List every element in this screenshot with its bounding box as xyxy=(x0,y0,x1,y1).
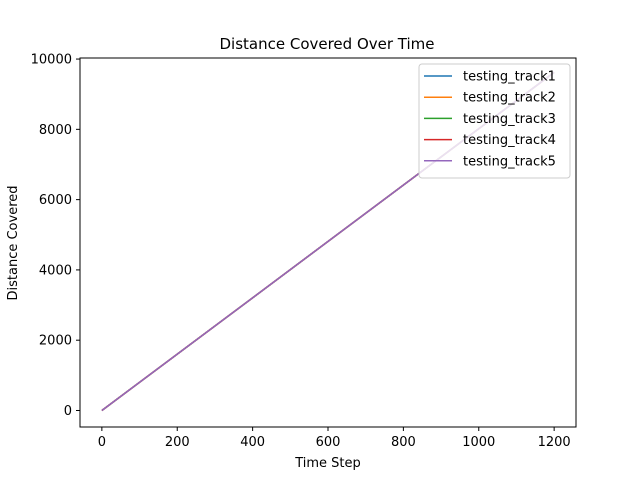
x-tick-label: 0 xyxy=(98,435,106,450)
legend-label-1: testing_track1 xyxy=(463,70,556,85)
x-axis-label: Time Step xyxy=(294,456,361,471)
y-tick-label: 0 xyxy=(64,404,72,419)
legend-label-2: testing_track2 xyxy=(463,91,556,106)
y-axis: 0 2000 4000 6000 8000 10000 xyxy=(31,53,80,419)
legend: testing_track1 testing_track2 testing_trac… xyxy=(418,63,571,179)
x-tick-label: 400 xyxy=(240,435,265,450)
x-tick-label: 1000 xyxy=(462,435,495,450)
legend-label-4: testing_track4 xyxy=(463,133,556,148)
x-tick-label: 1200 xyxy=(538,435,571,450)
y-tick-label: 10000 xyxy=(31,53,72,68)
legend-label-3: testing_track3 xyxy=(463,112,556,127)
y-tick-label: 4000 xyxy=(39,263,72,278)
x-tick-label: 800 xyxy=(391,435,416,450)
legend-label-5: testing_track5 xyxy=(463,154,556,169)
y-tick-label: 2000 xyxy=(39,334,72,349)
y-axis-label: Distance Covered xyxy=(6,185,21,300)
legend-box xyxy=(418,63,571,179)
y-tick-label: 6000 xyxy=(39,193,72,208)
x-axis: 0 200 400 600 800 1000 1200 xyxy=(98,427,571,450)
x-tick-label: 600 xyxy=(316,435,341,450)
chart-title: Distance Covered Over Time xyxy=(219,35,434,53)
y-tick-label: 8000 xyxy=(39,123,72,138)
x-tick-label: 200 xyxy=(165,435,190,450)
